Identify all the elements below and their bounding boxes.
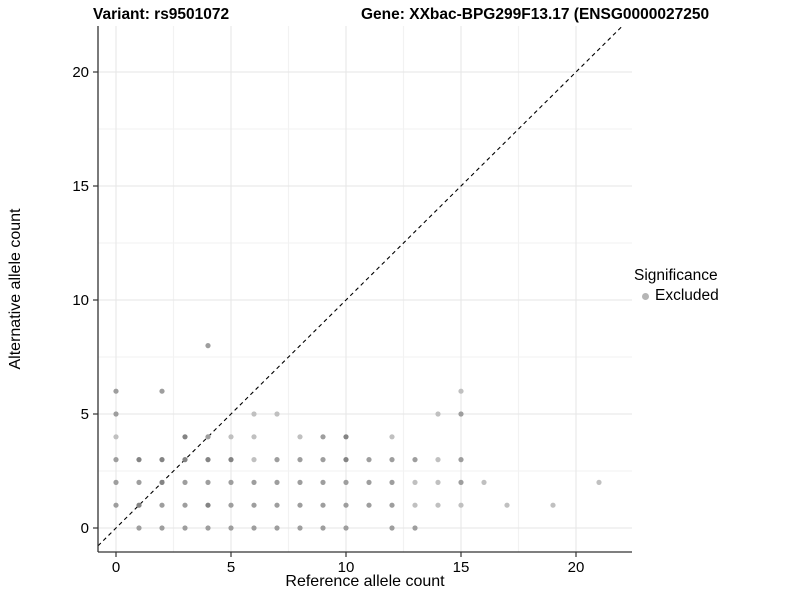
svg-text:5: 5: [227, 559, 235, 576]
legend-item-excluded: Excluded: [634, 287, 719, 305]
gene-title: Gene: XXbac-BPG299F13.17 (ENSG0000027250: [361, 6, 710, 23]
legend-item-label: Excluded: [655, 287, 719, 304]
plot-titles: Variant: rs9501072 Gene: XXbac-BPG299F13…: [0, 4, 800, 30]
svg-text:15: 15: [72, 178, 89, 195]
svg-text:5: 5: [81, 406, 89, 423]
legend: Significance Excluded: [634, 266, 719, 305]
y-axis-label: Alternative allele count: [7, 208, 24, 370]
x-axis-label: Reference allele count: [285, 573, 445, 590]
legend-title: Significance: [634, 267, 718, 284]
svg-text:15: 15: [453, 559, 470, 576]
variant-title: Variant: rs9501072: [93, 6, 230, 23]
svg-text:0: 0: [81, 520, 89, 537]
svg-text:20: 20: [568, 559, 585, 576]
svg-text:0: 0: [112, 559, 120, 576]
svg-text:10: 10: [72, 292, 89, 309]
excluded-dot-icon: [642, 292, 649, 300]
svg-text:10: 10: [338, 559, 355, 576]
svg-text:20: 20: [72, 64, 89, 81]
